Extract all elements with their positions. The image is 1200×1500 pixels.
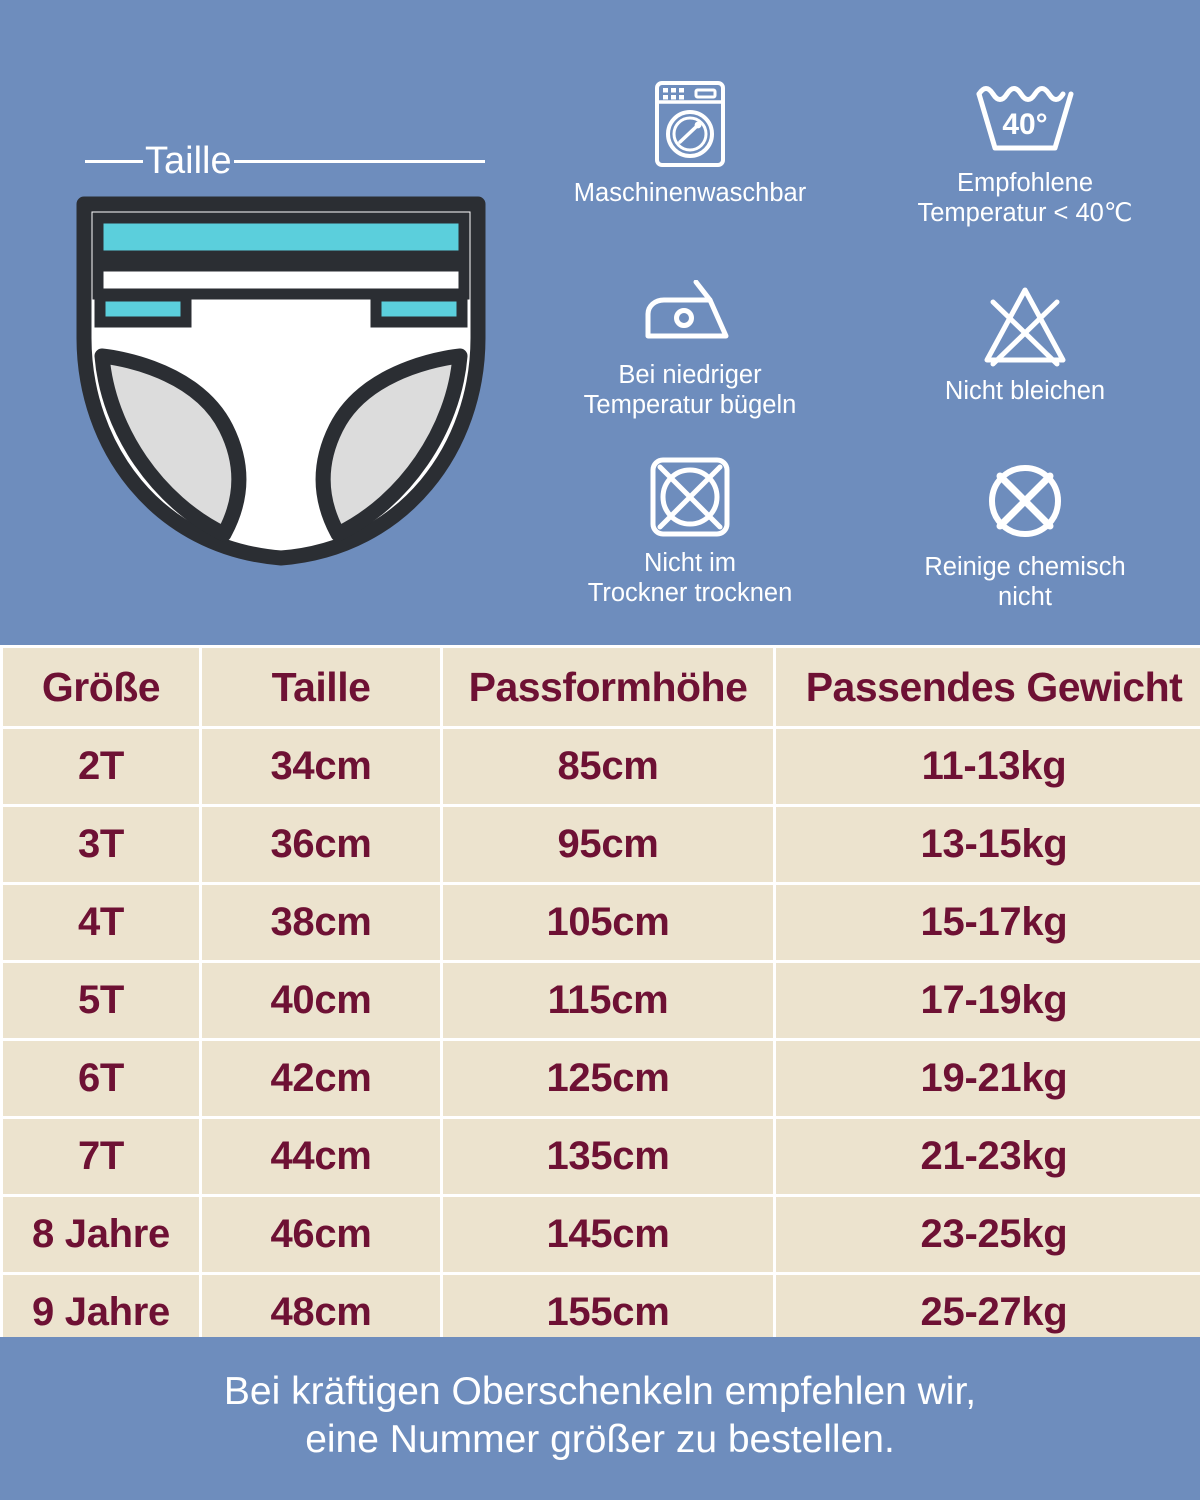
care-item-do-not-tumble-dry: Nicht im Trockner trocknen <box>520 448 860 623</box>
size-table-body: 2T 34cm 85cm 11-13kg 3T 36cm 95cm 13-15k… <box>3 729 1200 1350</box>
cell-weight: 19-21kg <box>776 1041 1200 1116</box>
table-row: 8 Jahre 46cm 145cm 23-25kg <box>3 1197 1200 1272</box>
care-item-label: Nicht im Trockner trocknen <box>587 549 793 608</box>
washing-machine-icon <box>655 81 725 167</box>
cell-waist: 46cm <box>202 1197 440 1272</box>
cell-height: 115cm <box>443 963 773 1038</box>
care-item-wash-temperature: 40° Empfohlene Temperatur < 40℃ <box>870 78 1180 268</box>
cell-size: 5T <box>3 963 199 1038</box>
cell-waist: 40cm <box>202 963 440 1038</box>
cell-weight: 15-17kg <box>776 885 1200 960</box>
waist-callout-label: Taille <box>145 140 232 182</box>
care-item-label: Empfohlene Temperatur < 40℃ <box>917 169 1133 228</box>
table-row: 2T 34cm 85cm 11-13kg <box>3 729 1200 804</box>
column-header-waist: Taille <box>202 648 440 726</box>
do-not-bleach-icon <box>984 287 1066 367</box>
care-item-label: Maschinenwaschbar <box>573 179 807 207</box>
column-header-weight: Passendes Gewicht <box>776 648 1200 726</box>
care-item-do-not-bleach: Nicht bleichen <box>870 268 1180 448</box>
care-item-iron-low: Bei niedriger Temperatur bügeln <box>520 268 860 448</box>
cell-weight: 21-23kg <box>776 1119 1200 1194</box>
care-item-machine-washable: Maschinenwaschbar <box>520 78 860 268</box>
cell-waist: 38cm <box>202 885 440 960</box>
cell-weight: 13-15kg <box>776 807 1200 882</box>
table-row: 6T 42cm 125cm 19-21kg <box>3 1041 1200 1116</box>
cell-weight: 17-19kg <box>776 963 1200 1038</box>
cell-waist: 44cm <box>202 1119 440 1194</box>
cell-size: 6T <box>3 1041 199 1116</box>
care-instructions-grid: Maschinenwaschbar 40° Empfohlene Tempera… <box>520 0 1200 640</box>
column-header-size: Größe <box>3 648 199 726</box>
cell-waist: 42cm <box>202 1041 440 1116</box>
callout-rule-right <box>233 159 485 163</box>
care-item-label: Bei niedriger Temperatur bügeln <box>583 361 797 420</box>
cell-size: 7T <box>3 1119 199 1194</box>
cell-waist: 34cm <box>202 729 440 804</box>
wash-temp-value: 40° <box>1002 108 1047 141</box>
cell-size: 3T <box>3 807 199 882</box>
product-illustration-panel: Taille <box>0 0 520 640</box>
table-row: 4T 38cm 105cm 15-17kg <box>3 885 1200 960</box>
cell-weight: 23-25kg <box>776 1197 1200 1272</box>
underwear-svg <box>76 196 486 566</box>
footer-note-text: Bei kräftigen Oberschenkeln empfehlen wi… <box>223 1369 977 1461</box>
cell-waist: 36cm <box>202 807 440 882</box>
footer-note: Bei kräftigen Oberschenkeln empfehlen wi… <box>0 1337 1200 1500</box>
table-row: 7T 44cm 135cm 21-23kg <box>3 1119 1200 1194</box>
waist-callout: Taille <box>85 142 485 180</box>
iron-low-temperature-icon <box>645 280 729 339</box>
underwear-illustration <box>76 196 486 566</box>
table-header-row: Größe Taille Passformhöhe Passendes Gewi… <box>3 648 1200 726</box>
size-table-container: Größe Taille Passformhöhe Passendes Gewi… <box>0 645 1200 1350</box>
table-row: 5T 40cm 115cm 17-19kg <box>3 963 1200 1038</box>
cell-size: 8 Jahre <box>3 1197 199 1272</box>
care-item-label: Nicht bleichen <box>944 377 1106 405</box>
cell-size: 4T <box>3 885 199 960</box>
cell-size: 2T <box>3 729 199 804</box>
do-not-dry-clean-icon <box>989 465 1061 537</box>
table-row: 3T 36cm 95cm 13-15kg <box>3 807 1200 882</box>
cell-height: 125cm <box>443 1041 773 1116</box>
cell-height: 85cm <box>443 729 773 804</box>
callout-rule-left <box>85 159 143 163</box>
care-item-do-not-dry-clean: Reinige chemisch nicht <box>870 448 1180 623</box>
care-item-label: Reinige chemisch nicht <box>924 553 1126 612</box>
cell-height: 145cm <box>443 1197 773 1272</box>
cell-height: 105cm <box>443 885 773 960</box>
size-table: Größe Taille Passformhöhe Passendes Gewi… <box>0 645 1200 1353</box>
cell-height: 135cm <box>443 1119 773 1194</box>
cell-weight: 11-13kg <box>776 729 1200 804</box>
do-not-tumble-dry-icon <box>650 457 730 537</box>
wash-tub-40-degrees-icon: 40° <box>976 86 1074 151</box>
top-section: Taille <box>0 0 1200 640</box>
column-header-height: Passformhöhe <box>443 648 773 726</box>
cell-height: 95cm <box>443 807 773 882</box>
